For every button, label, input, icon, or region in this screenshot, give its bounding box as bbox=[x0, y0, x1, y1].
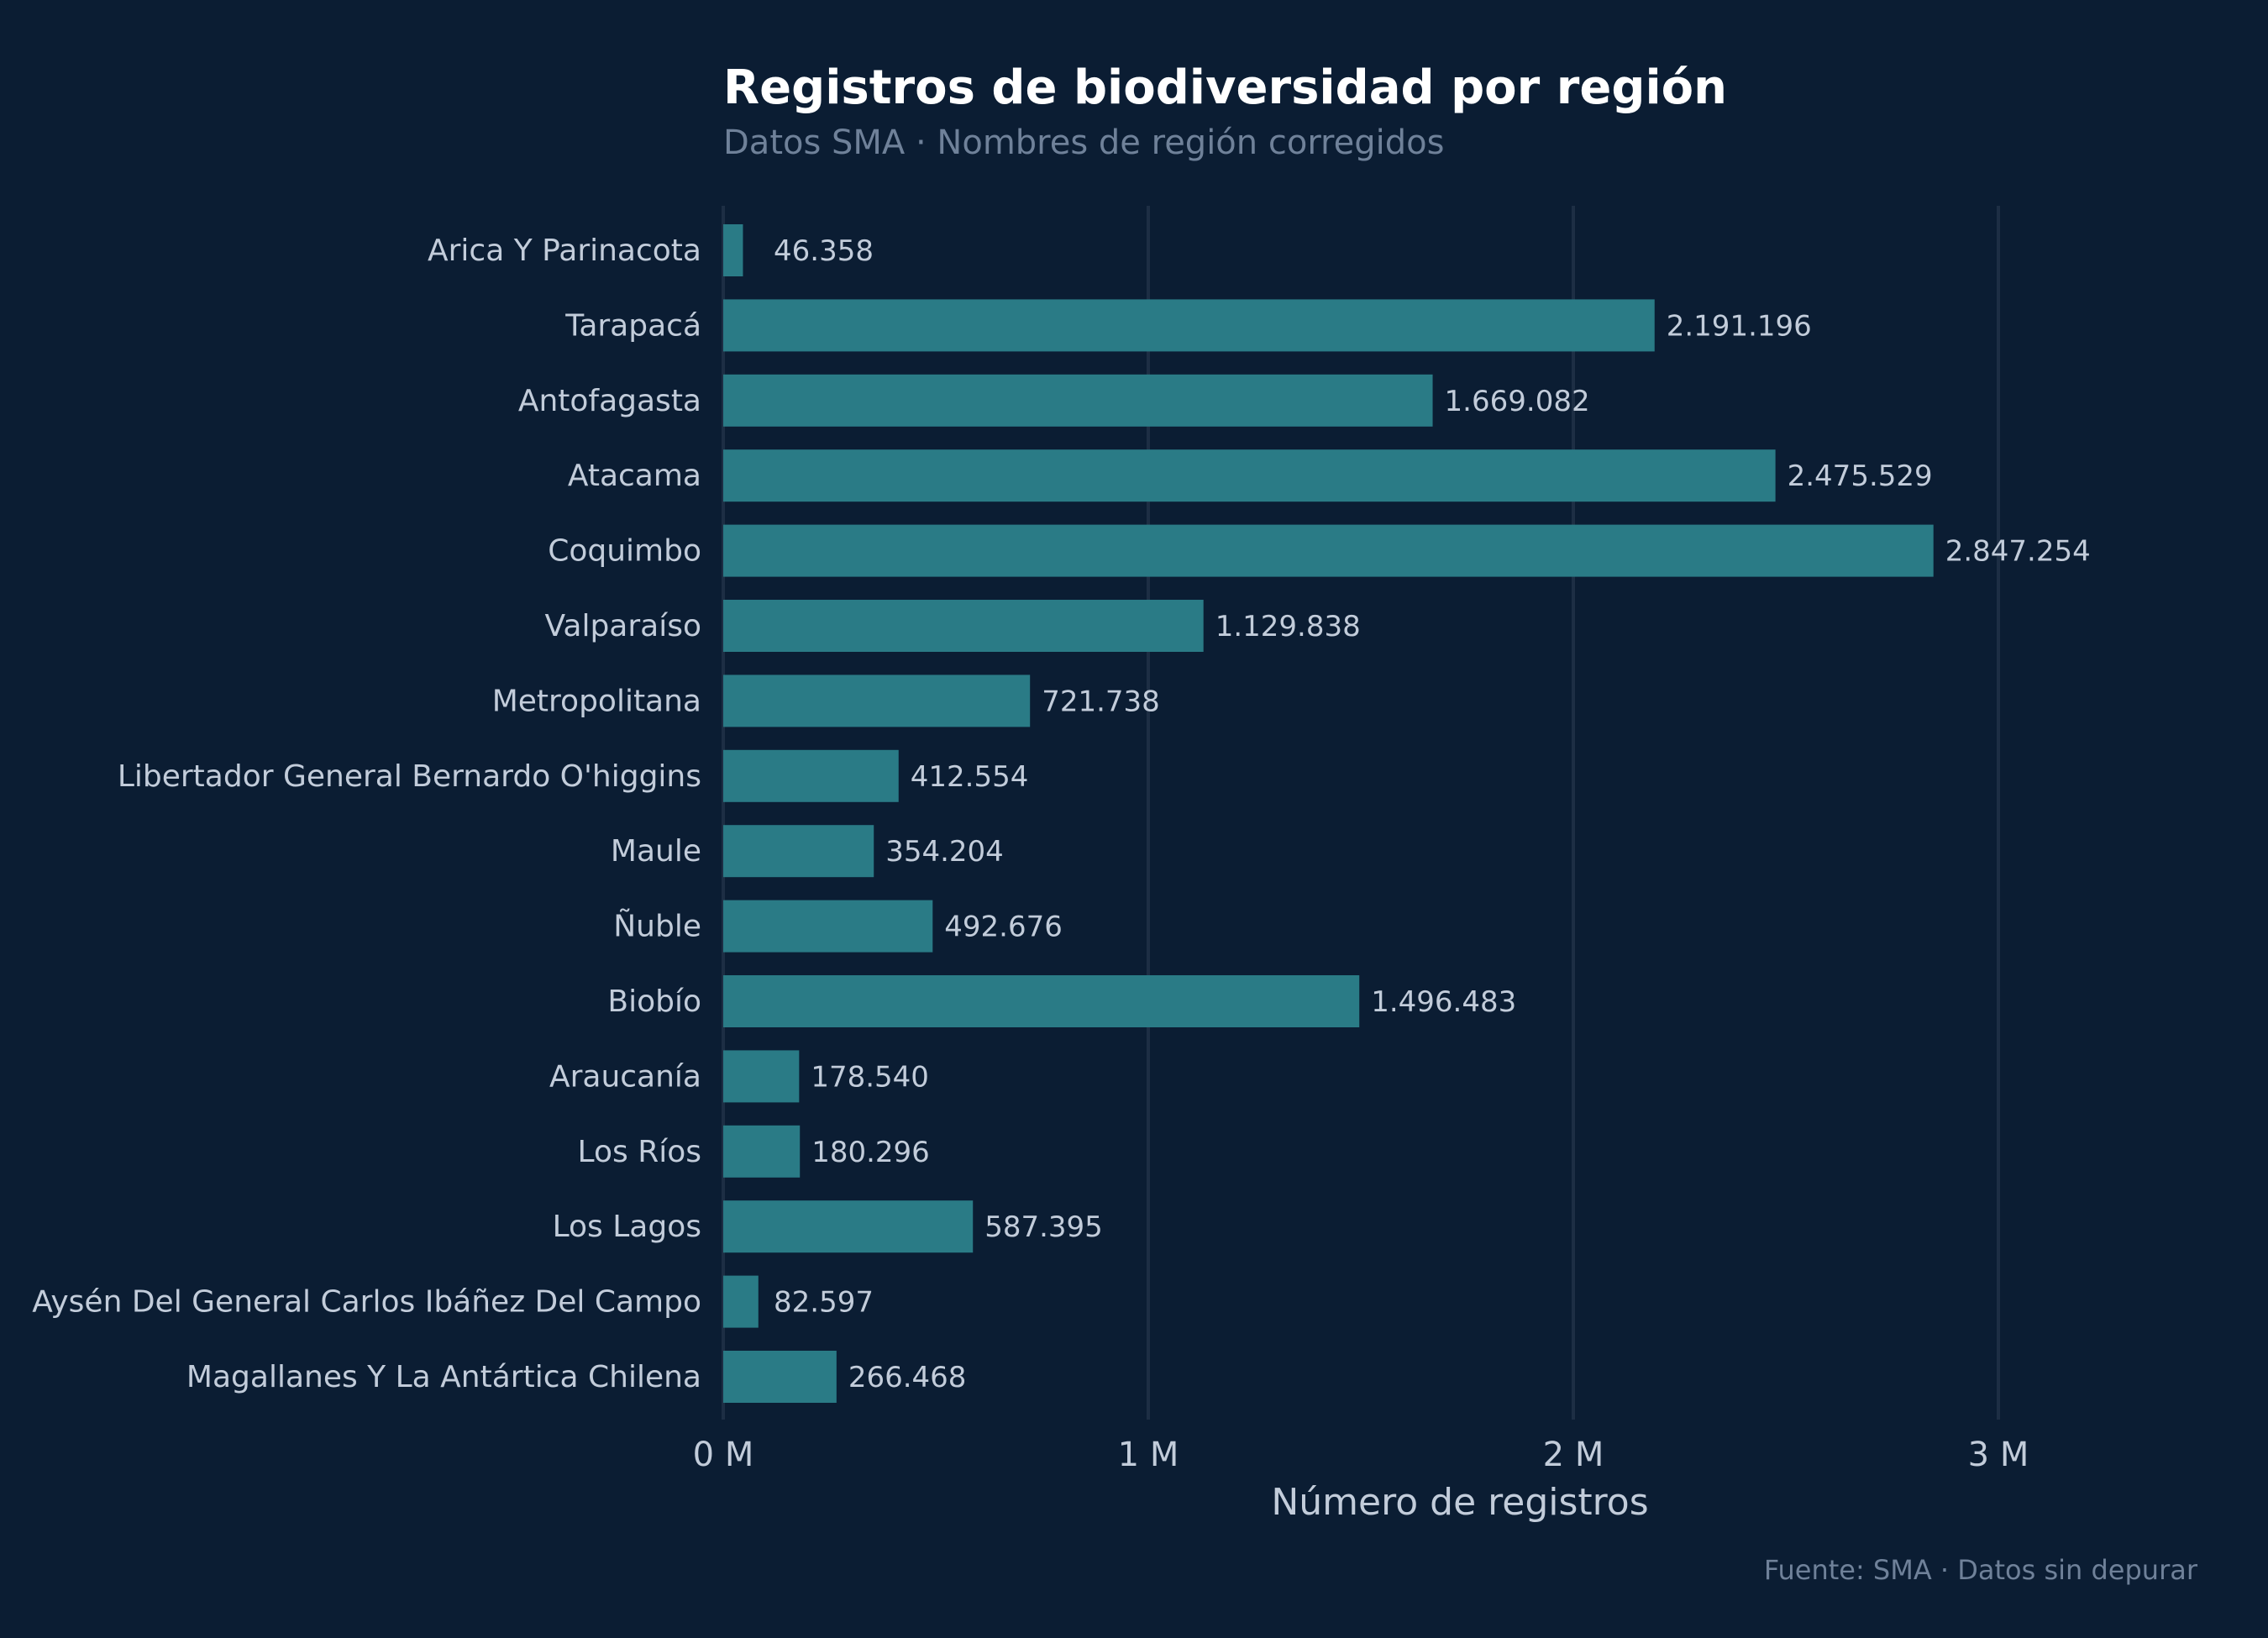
value-labels: 46.358 2.191.196 1.669.082 2.475.529 2.847.2… bbox=[774, 234, 2091, 1394]
value-label: 492.676 bbox=[944, 911, 1063, 944]
x-tick-label: 2 M bbox=[1543, 1436, 1604, 1474]
x-tick-label: 1 M bbox=[1118, 1436, 1179, 1474]
bar bbox=[723, 1125, 801, 1178]
value-label: 721.738 bbox=[1042, 685, 1160, 718]
value-label: 46.358 bbox=[774, 234, 874, 268]
category-label: Antofagasta bbox=[518, 384, 701, 418]
value-label: 1.129.838 bbox=[1215, 610, 1361, 643]
category-label: Biobío bbox=[607, 984, 701, 1019]
category-label: Los Lagos bbox=[553, 1210, 701, 1244]
bar bbox=[723, 449, 1776, 502]
bar bbox=[723, 1050, 800, 1103]
category-label: Ñuble bbox=[613, 909, 701, 944]
value-label: 354.204 bbox=[885, 835, 1004, 869]
x-tick-label: 3 M bbox=[1968, 1436, 2029, 1474]
category-labels: Arica Y Parinacota Tarapacá Antofagasta Ata… bbox=[32, 234, 701, 1394]
bar bbox=[723, 224, 743, 276]
chart-caption: Fuente: SMA · Datos sin depurar bbox=[1764, 1554, 2198, 1586]
value-label: 587.395 bbox=[984, 1210, 1103, 1244]
category-label: Magallanes Y La Antártica Chilena bbox=[186, 1360, 701, 1394]
category-label: Maule bbox=[611, 834, 701, 869]
value-label: 2.191.196 bbox=[1667, 309, 1812, 343]
x-tick-labels: 0 M 1 M 2 M 3 M bbox=[693, 1436, 2029, 1474]
bar bbox=[723, 825, 874, 878]
value-label: 178.540 bbox=[811, 1060, 929, 1094]
bar bbox=[723, 1275, 759, 1328]
bar bbox=[723, 299, 1655, 352]
x-tick-label: 0 M bbox=[693, 1436, 754, 1474]
value-label: 82.597 bbox=[774, 1286, 874, 1320]
category-label: Valparaíso bbox=[545, 609, 701, 643]
category-label: Libertador General Bernardo O'higgins bbox=[118, 759, 701, 794]
value-label: 266.468 bbox=[848, 1361, 967, 1394]
category-label: Coquimbo bbox=[548, 534, 701, 569]
value-label: 412.554 bbox=[911, 760, 1029, 794]
category-label: Los Ríos bbox=[578, 1135, 701, 1169]
value-label: 180.296 bbox=[811, 1136, 930, 1169]
category-label: Araucanía bbox=[549, 1059, 701, 1094]
bar bbox=[723, 600, 1204, 652]
bar bbox=[723, 975, 1360, 1027]
category-label: Tarapacá bbox=[564, 308, 701, 343]
bar bbox=[723, 675, 1031, 727]
value-label: 1.496.483 bbox=[1371, 985, 1516, 1019]
category-label: Atacama bbox=[568, 459, 701, 493]
bars bbox=[723, 224, 1934, 1403]
value-label: 2.847.254 bbox=[1945, 535, 2091, 569]
bar bbox=[723, 1200, 974, 1253]
category-label: Aysén Del General Carlos Ibáñez Del Camp… bbox=[32, 1285, 701, 1320]
bar bbox=[723, 1351, 837, 1403]
chart-subtitle: Datos SMA · Nombres de región corregidos bbox=[723, 123, 1444, 162]
category-label: Arica Y Parinacota bbox=[428, 234, 701, 268]
x-axis-title: Número de registros bbox=[1271, 1481, 1648, 1524]
bar bbox=[723, 374, 1433, 427]
bar bbox=[723, 900, 933, 953]
value-label: 2.475.529 bbox=[1788, 459, 1933, 493]
bar bbox=[723, 524, 1934, 577]
chart-title: Registros de biodiversidad por región bbox=[723, 60, 1727, 115]
category-label: Metropolitana bbox=[492, 684, 701, 718]
value-label: 1.669.082 bbox=[1445, 385, 1590, 418]
bar bbox=[723, 749, 899, 802]
